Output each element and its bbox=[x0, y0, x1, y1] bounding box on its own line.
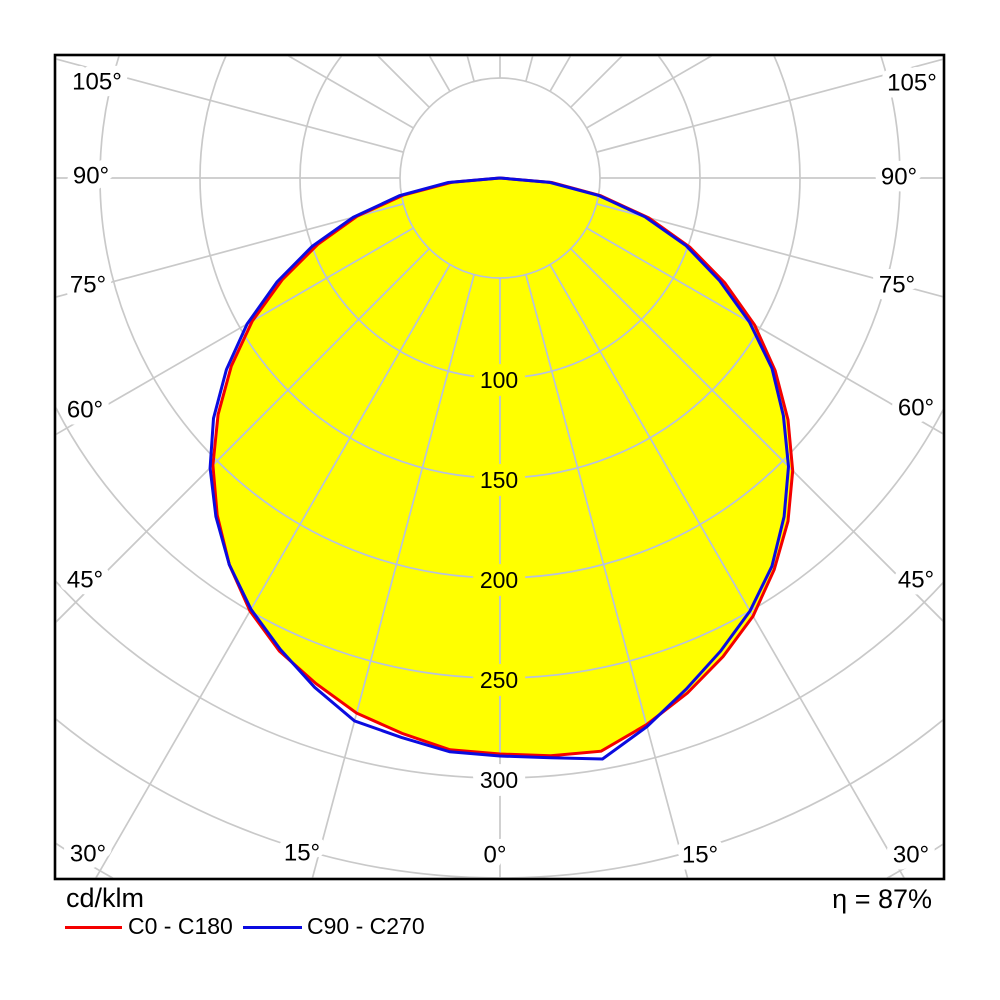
angle-label: 30° bbox=[893, 842, 929, 869]
angle-label: 60° bbox=[898, 395, 934, 422]
angle-label: 15° bbox=[284, 840, 320, 867]
c0-curve bbox=[211, 176, 795, 758]
plot-border bbox=[53, 53, 946, 881]
angle-label: 15° bbox=[682, 842, 718, 869]
c0-line-swatch bbox=[65, 926, 122, 929]
angle-label: 60° bbox=[67, 397, 103, 424]
c90-legend-label: C90 - C270 bbox=[307, 913, 425, 939]
angle-label: 105° bbox=[72, 69, 122, 96]
c0-legend-label: C0 - C180 bbox=[128, 913, 233, 939]
radial-label: 300 bbox=[480, 767, 518, 793]
angle-label: 75° bbox=[879, 272, 915, 299]
angle-label: 45° bbox=[898, 567, 934, 594]
radial-label: 150 bbox=[480, 467, 518, 493]
angle-label: 105° bbox=[887, 70, 937, 97]
angle-label: 0° bbox=[484, 842, 507, 869]
angle-label: 90° bbox=[881, 164, 917, 191]
efficiency-label: η = 87% bbox=[832, 884, 932, 914]
radial-label: 250 bbox=[480, 667, 518, 693]
angle-label: 30° bbox=[70, 841, 106, 868]
angle-label: 75° bbox=[70, 272, 106, 299]
radial-label: 100 bbox=[480, 367, 518, 393]
c90-line-swatch bbox=[243, 926, 302, 929]
angle-label: 90° bbox=[73, 163, 109, 190]
c90-curve bbox=[208, 176, 791, 761]
intensity-fill bbox=[212, 178, 793, 756]
unit-label: cd/klm bbox=[66, 883, 145, 913]
radial-label: 200 bbox=[480, 567, 518, 593]
angle-label: 45° bbox=[67, 567, 103, 594]
